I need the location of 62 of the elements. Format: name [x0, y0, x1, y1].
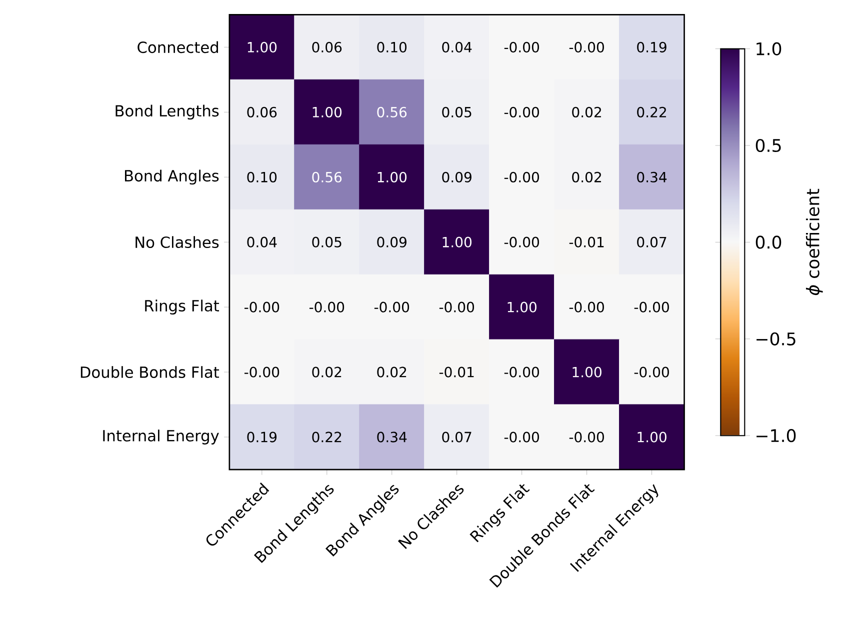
data-label: 1.00: [312, 106, 342, 118]
data-label: 0.56: [312, 172, 342, 182]
data-label: 1.00: [508, 302, 536, 312]
data-label: -0.00: [309, 302, 344, 312]
y-tick-label: Bond Angles: [124, 170, 219, 184]
color-bar-label: 0.0: [756, 236, 782, 249]
data-label: 0.02: [572, 172, 601, 182]
data-label: -0.00: [569, 42, 604, 52]
data-label: -0.00: [504, 366, 539, 378]
y-tick-label: Connected: [138, 41, 218, 53]
data-label: 0.19: [247, 432, 277, 442]
data-label: 0.10: [247, 172, 277, 182]
color-bar-label: 0.5: [756, 138, 781, 152]
data-label: 0.02: [572, 106, 601, 118]
data-label: 1.00: [248, 42, 277, 52]
color-bar-label: 1.0: [756, 42, 782, 56]
data-label: 0.06: [312, 42, 342, 52]
data-label: 0.56: [377, 106, 407, 118]
data-label: 0.10: [377, 42, 407, 52]
color-bar-label: −0.5: [756, 332, 796, 346]
y-tick-label: No Clashes: [136, 236, 219, 248]
color-bar-title: ϕ coefficient: [806, 188, 823, 295]
data-label: 1.00: [442, 236, 472, 248]
data-label: -0.00: [504, 106, 539, 118]
data-label: 0.07: [442, 432, 472, 442]
y-tick-label: Double Bonds Flat: [80, 366, 220, 378]
data-label: -0.00: [504, 172, 539, 182]
data-label: -0.00: [634, 302, 669, 312]
y-tick-label: Bond Lengths: [116, 104, 219, 120]
y-tick-label: Rings Flat: [145, 300, 220, 314]
data-label: -0.00: [504, 42, 539, 52]
data-label: -0.01: [439, 366, 474, 378]
data-label: 0.04: [442, 42, 472, 52]
color-bar-label: −1.0: [756, 428, 796, 442]
data-label: 1.00: [378, 172, 407, 182]
data-label: 0.06: [247, 106, 277, 118]
data-label: 1.00: [572, 366, 602, 378]
data-label: -0.00: [439, 302, 474, 312]
data-label: -0.00: [569, 302, 604, 312]
data-label: -0.00: [504, 432, 539, 442]
data-label: 0.05: [442, 106, 472, 118]
data-label: -0.00: [504, 236, 539, 248]
data-label: 0.07: [637, 236, 666, 248]
data-label: 0.02: [377, 366, 406, 378]
data-label: -0.01: [569, 236, 604, 248]
data-label: -0.00: [569, 432, 604, 442]
data-label: -0.00: [244, 302, 280, 312]
data-label: 0.34: [377, 432, 407, 442]
data-label: 0.09: [377, 236, 406, 248]
data-label: 0.22: [637, 106, 666, 118]
data-label: 0.02: [312, 366, 342, 378]
data-label: -0.00: [374, 302, 410, 312]
data-label: -0.00: [634, 366, 669, 378]
data-label: -0.00: [244, 366, 280, 378]
data-label: 0.22: [312, 432, 342, 442]
y-tick-label: Internal Energy: [103, 429, 219, 444]
data-label: 0.04: [247, 236, 277, 248]
data-label: 0.05: [312, 236, 342, 248]
data-label: 0.34: [637, 172, 667, 182]
data-label: 1.00: [638, 432, 666, 442]
data-label: 0.19: [637, 42, 666, 52]
data-label: 0.09: [442, 172, 472, 182]
